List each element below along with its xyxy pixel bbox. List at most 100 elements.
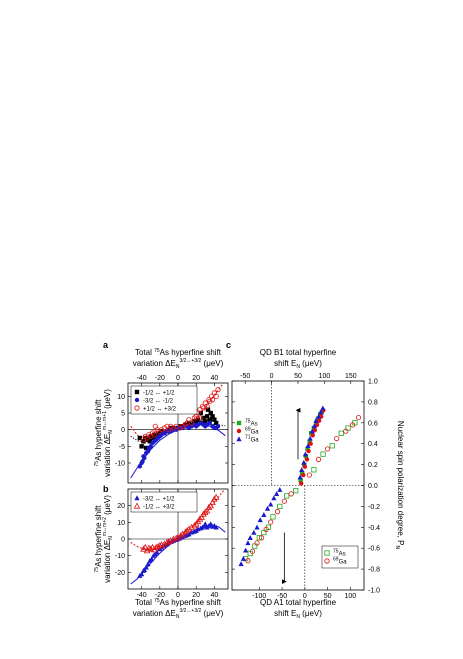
legend-marker: [133, 502, 141, 509]
data-point: [149, 543, 156, 550]
y-axis-title-line1: 75As hyperfine shift: [94, 505, 103, 573]
chart-c: -100 -50 0 50 100 -50 0 50 100 150 1.0 0.8 0.6 0.4 0.2…: [231, 348, 405, 620]
y-tick-label: -0.4: [368, 525, 380, 532]
data-point: [243, 547, 249, 553]
data-point: [247, 535, 253, 540]
x-tick-label: 100: [345, 593, 357, 600]
data-point: [172, 534, 180, 541]
x-axis-title-top-line1: QD B1 total hyperfine: [260, 348, 337, 357]
x-tick-label-top: -50: [240, 373, 250, 380]
data-point: [264, 505, 271, 511]
x-axis-title-bottom-line1: QD A1 total hyperfine: [260, 598, 337, 607]
chart-a: -40 -20 0 20 40 10 5 0 -5 -10 -1/2 ↔ +1/2 -3/2 ↔ -1…: [94, 348, 229, 484]
data-point: [145, 449, 151, 454]
data-point: [298, 478, 303, 483]
data-point: [161, 425, 167, 431]
chart-b: -40 -20 0 20 40 20 10 0 -10 -20 -3/2 ↔ +1/2 -1/2 ↔ …: [94, 488, 229, 620]
y-tick-label: 0: [121, 427, 125, 434]
data-point: [284, 493, 290, 499]
data-point: [156, 542, 164, 549]
data-point: [208, 410, 213, 416]
data-point: [249, 548, 256, 554]
data-point: [293, 488, 299, 494]
data-point: [183, 527, 191, 534]
data-point: [142, 543, 149, 550]
legend-label: -3/2 ↔ -1/2: [143, 399, 174, 405]
data-point: [268, 519, 274, 525]
data-point: [198, 513, 205, 520]
data-point: [261, 529, 267, 536]
x-axis-title-top-line2: variation ΔEN3/2↔+3/2 (μeV): [133, 358, 224, 370]
data-point: [240, 555, 246, 561]
data-point: [137, 464, 143, 469]
legend-label: 69Ga: [245, 427, 259, 436]
x-axis-title-top-line2: shift EN (μeV): [274, 359, 322, 370]
data-point: [200, 510, 207, 517]
data-point: [207, 502, 214, 509]
data-point: [274, 491, 280, 497]
data-point: [177, 532, 184, 539]
data-point: [149, 556, 155, 562]
data-point: [281, 498, 287, 504]
legend-label: -1/2 ↔ +3/2: [143, 505, 175, 511]
data-point: [277, 503, 283, 510]
data-point: [195, 417, 201, 422]
y-axis-title-line1: 75As hyperfine shift: [94, 399, 103, 467]
data-point: [189, 420, 195, 426]
x-tick-label: 50: [324, 593, 332, 600]
data-point: [188, 523, 195, 530]
legend-box: [130, 491, 198, 513]
data-point: [161, 540, 168, 547]
data-point: [212, 417, 217, 422]
x-tick-label: -20: [155, 592, 165, 599]
data-point: [140, 459, 145, 464]
data-point: [167, 537, 174, 544]
data-point: [305, 443, 311, 448]
data-point: [209, 397, 216, 403]
data-point: [205, 503, 213, 510]
data-point: [329, 443, 335, 449]
y-tick-label: -0.8: [368, 567, 380, 574]
y-tick-label: 10: [117, 520, 125, 527]
data-point: [258, 535, 265, 541]
data-point: [193, 420, 199, 426]
x-axis-title-top-line1: Total 75As hyperfine shift: [135, 348, 222, 357]
data-point: [343, 428, 349, 434]
data-point: [147, 439, 153, 444]
legend-marker: [236, 436, 242, 442]
x-tick-label-top: 100: [319, 373, 331, 380]
data-point: [254, 540, 260, 546]
x-tick-label-top: 50: [294, 373, 302, 380]
data-point: [141, 439, 146, 444]
data-point: [139, 571, 145, 577]
y-tick-label: 1.0: [368, 379, 378, 386]
data-point: [170, 425, 177, 431]
legend-label: 71Ga: [245, 435, 259, 444]
data-point: [185, 525, 193, 532]
legend-marker: [236, 428, 242, 434]
data-point: [315, 456, 322, 462]
data-point: [254, 524, 260, 530]
data-point: [355, 414, 362, 421]
data-point: [205, 407, 211, 412]
x-tick-label-top: -20: [155, 375, 165, 382]
data-point: [301, 459, 307, 465]
data-point: [245, 540, 251, 546]
data-point: [309, 428, 315, 434]
data-point: [305, 446, 310, 452]
x-tick-label-top: 150: [345, 373, 357, 380]
data-point: [307, 439, 312, 444]
data-point: [308, 441, 313, 446]
data-point: [179, 530, 186, 537]
data-point: [271, 495, 277, 501]
data-point: [137, 435, 143, 441]
data-point: [350, 422, 356, 428]
data-point: [256, 535, 262, 541]
data-point: [159, 427, 165, 433]
data-point: [212, 493, 220, 500]
legend-marker: [134, 495, 140, 501]
data-point: [306, 448, 311, 454]
data-point: [202, 521, 208, 527]
data-point: [213, 393, 219, 399]
